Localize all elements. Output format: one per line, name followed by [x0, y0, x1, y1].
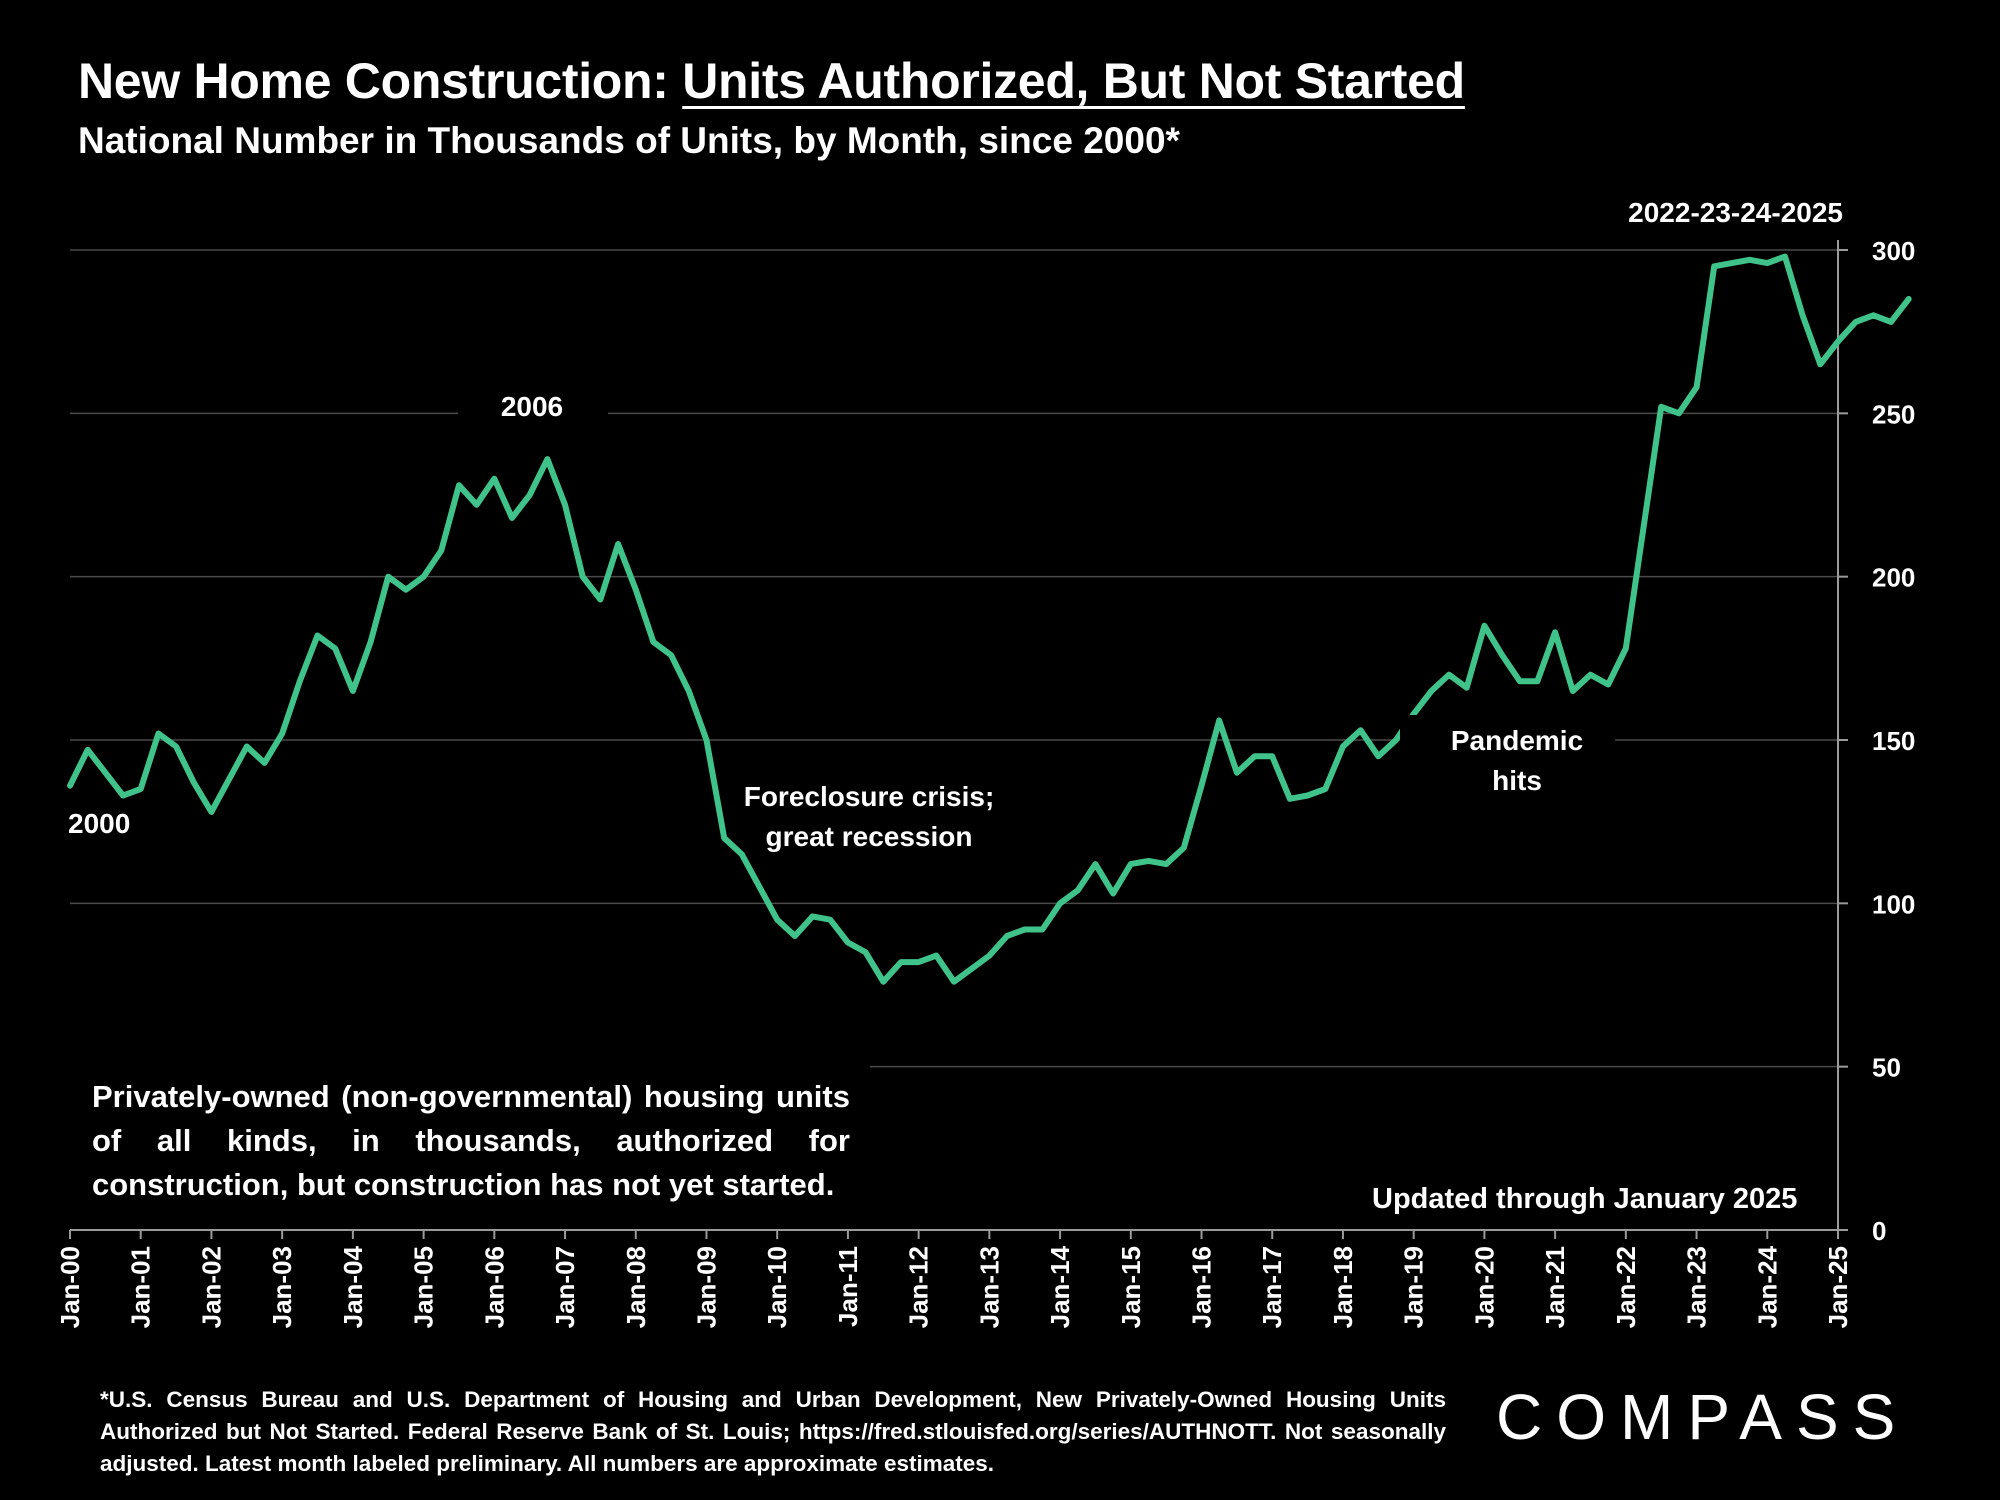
x-tick-label: Jan-00 [55, 1246, 85, 1328]
y-tick-label: 100 [1872, 889, 1915, 919]
x-tick-label: Jan-23 [1682, 1246, 1712, 1328]
annotation-label: great recession [766, 821, 973, 852]
x-tick-label: Jan-15 [1116, 1246, 1146, 1328]
x-tick-label: Jan-25 [1823, 1246, 1853, 1328]
x-tick-label: Jan-12 [904, 1246, 934, 1328]
annotation-label: 2022-23-24-2025 [1628, 197, 1843, 228]
annotation-label: 2000 [68, 808, 130, 839]
x-tick-label: Jan-06 [479, 1246, 509, 1328]
y-tick-label: 300 [1872, 236, 1915, 266]
x-tick-label: Jan-09 [691, 1246, 721, 1328]
y-tick-label: 250 [1872, 399, 1915, 429]
y-tick-label: 150 [1872, 726, 1915, 756]
title-underlined: Units Authorized, But Not Started [682, 53, 1465, 109]
updated-label: Updated through January 2025 [1372, 1183, 1798, 1215]
y-tick-label: 0 [1872, 1216, 1886, 1246]
annotation-label: 2006 [501, 391, 563, 422]
x-tick-label: Jan-04 [338, 1245, 368, 1328]
x-tick-label: Jan-10 [762, 1246, 792, 1328]
compass-logo-text: COMPASS [1496, 1382, 1909, 1452]
chart-note: Privately-owned (non-governmental) housi… [92, 1079, 850, 1202]
y-tick-label: 50 [1872, 1053, 1901, 1083]
x-tick-label: Jan-08 [621, 1246, 651, 1328]
data-series-line [67, 253, 1912, 985]
annotation-mask [1400, 715, 1615, 805]
annotation-mask [458, 380, 608, 432]
x-tick-label: Jan-19 [1399, 1246, 1429, 1328]
x-tick-label: Jan-02 [196, 1246, 226, 1328]
x-tick-label: Jan-22 [1611, 1246, 1641, 1328]
title-prefix: New Home Construction: [78, 53, 683, 109]
x-tick-label: Jan-03 [267, 1246, 297, 1328]
x-tick-label: Jan-07 [550, 1246, 580, 1328]
x-tick-label: Jan-17 [1257, 1246, 1287, 1328]
x-tick-label: Jan-05 [409, 1246, 439, 1328]
x-tick-label: Jan-13 [974, 1246, 1004, 1328]
x-tick-label: Jan-01 [126, 1246, 156, 1328]
x-tick-label: Jan-21 [1540, 1246, 1570, 1328]
x-tick-label: Jan-20 [1469, 1246, 1499, 1328]
note-mask [60, 1063, 870, 1213]
annotation-label: Foreclosure crisis; [744, 781, 995, 812]
x-tick-label: Jan-24 [1752, 1245, 1782, 1328]
y-tick-label: 200 [1872, 563, 1915, 593]
x-tick-label: Jan-18 [1328, 1246, 1358, 1328]
x-tick-label: Jan-14 [1045, 1245, 1075, 1328]
source-footnote: *U.S. Census Bureau and U.S. Department … [100, 1387, 1446, 1476]
compass-logo: COMPASS [1496, 1381, 1926, 1457]
chart-subtitle: National Number in Thousands of Units, b… [78, 120, 1180, 161]
annotation-label: hits [1492, 765, 1542, 796]
x-tick-label: Jan-16 [1187, 1246, 1217, 1328]
annotation-label: Pandemic [1451, 725, 1583, 756]
compass-logo-svg: COMPASS [1496, 1381, 1909, 1453]
x-tick-label: Jan-11 [833, 1246, 863, 1327]
chart-title: New Home Construction: Units Authorized,… [78, 52, 1465, 110]
